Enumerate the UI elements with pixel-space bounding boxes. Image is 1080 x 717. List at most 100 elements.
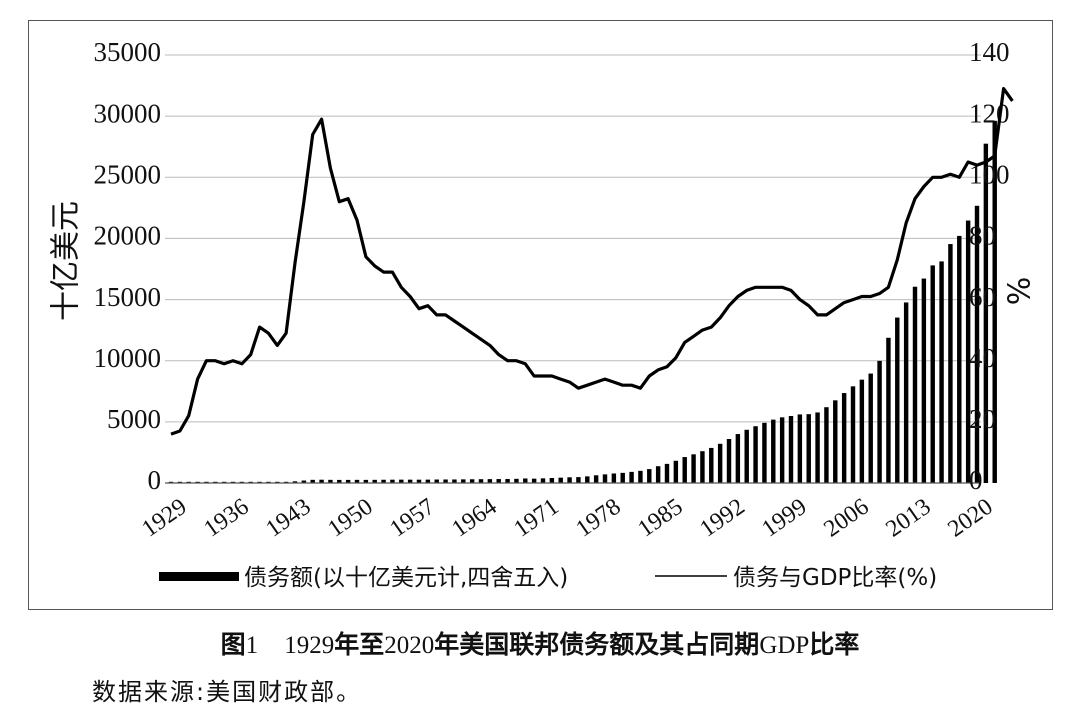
x-tick: 1950: [323, 494, 377, 543]
debt-bar: [372, 479, 377, 483]
caption-mid: 年至: [334, 630, 385, 659]
debt-bar: [452, 479, 457, 483]
y-tick-left: 0: [148, 465, 162, 495]
debt-bar: [788, 416, 794, 483]
debt-bar: [868, 373, 873, 483]
caption-year-from: 1929: [284, 632, 335, 659]
debt-bar: [638, 470, 643, 483]
debt-bar: [576, 477, 581, 483]
debt-bar: [753, 426, 758, 483]
debt-bar: [833, 400, 838, 483]
debt-bar: [328, 479, 333, 483]
debt-bar: [948, 244, 953, 483]
debt-bar: [682, 457, 687, 483]
source-note: 数据来源:美国财政部。: [92, 678, 363, 706]
debt-bar: [487, 479, 493, 483]
debt-bar: [523, 478, 528, 483]
debt-bar: [567, 477, 572, 483]
debt-bar: [859, 379, 865, 483]
y-tick-left: 5000: [107, 404, 161, 434]
debt-bar: [726, 439, 732, 483]
debt-bar: [337, 479, 342, 483]
debt-bar: [531, 478, 537, 483]
x-tick: 1985: [633, 494, 687, 543]
debt-bar: [762, 422, 767, 483]
debt-bar: [540, 478, 546, 483]
y-tick-right: 120: [969, 98, 1010, 128]
x-tick: 2013: [881, 494, 935, 543]
caption-year-to: 2020: [384, 632, 435, 659]
debt-bar: [593, 475, 599, 483]
debt-bar: [620, 472, 625, 483]
y-tick-left: 30000: [94, 98, 162, 128]
debt-bar: [815, 412, 820, 483]
caption-text: 年美国联邦债务额及其占同期: [434, 630, 760, 659]
debt-bar: [345, 479, 351, 483]
legend-bar-swatch: [159, 572, 239, 581]
debt-bar: [558, 477, 563, 483]
debt-bar: [992, 120, 997, 483]
y-tick-right: 80: [969, 221, 996, 251]
y-tick-right: 20: [969, 404, 996, 434]
debt-bar: [549, 478, 555, 483]
y-tick-right: 60: [969, 282, 996, 312]
debt-bar: [354, 479, 360, 483]
x-tick: 1936: [199, 494, 253, 543]
debt-bar: [319, 479, 324, 483]
figure-caption: 图1 1929年至2020年美国联邦债务额及其占同期GDP比率: [0, 625, 1080, 661]
debt-bar: [779, 417, 785, 483]
debt-bar: [895, 317, 900, 483]
debt-bar: [443, 479, 448, 483]
debt-bar: [381, 479, 386, 483]
debt-bar: [461, 479, 466, 483]
legend-line-label: 债务与GDP比率(%): [733, 565, 937, 591]
debt-bar: [921, 278, 927, 483]
debt-bar: [744, 429, 749, 483]
debt-bar: [797, 414, 803, 483]
debt-bar: [505, 478, 510, 483]
debt-bar: [806, 414, 811, 483]
debt-bar: [611, 473, 617, 483]
debt-bar: [416, 479, 422, 483]
debt-bar: [399, 479, 404, 483]
x-tick: 1929: [137, 494, 191, 543]
legend-bar-label: 债务额(以十亿美元计,四舍五入): [244, 565, 568, 591]
y-tick-right: 140: [969, 37, 1010, 67]
caption-prefix: 图: [220, 630, 246, 659]
debt-bar: [469, 479, 475, 483]
debt-bar: [824, 407, 829, 483]
debt-bar: [709, 447, 714, 483]
x-tick: 1999: [757, 494, 811, 543]
debt-bar: [912, 286, 918, 483]
y-axis-right-title: %: [1003, 277, 1038, 306]
y-tick-left: 15000: [94, 282, 162, 312]
debt-bar: [974, 205, 980, 483]
y-tick-left: 35000: [94, 37, 162, 67]
debt-bar: [478, 479, 484, 483]
debt-bar: [841, 393, 847, 483]
debt-bar: [965, 220, 971, 483]
debt-bar: [735, 434, 741, 483]
x-tick: 1964: [447, 494, 501, 543]
x-tick: 2020: [943, 494, 997, 543]
debt-bar: [585, 476, 590, 483]
debt-bar: [496, 479, 501, 483]
y-tick-right: 40: [969, 343, 996, 373]
debt-bar: [434, 479, 439, 483]
debt-bar: [983, 143, 989, 483]
debt-bar: [301, 480, 307, 483]
debt-bar: [292, 481, 298, 483]
x-tick: 2006: [819, 494, 873, 543]
debt-bar: [886, 337, 891, 483]
debt-bar: [717, 443, 723, 483]
debt-bar: [602, 474, 608, 483]
debt-bar: [629, 471, 634, 483]
debt-bar: [655, 466, 661, 483]
y-axis-left-title: 十亿美元: [49, 201, 84, 321]
debt-bar: [903, 302, 909, 483]
debt-bar: [939, 261, 944, 483]
debt-bar: [673, 460, 679, 483]
x-tick: 1971: [509, 494, 563, 543]
debt-bar: [363, 479, 369, 483]
y-tick-left: 25000: [94, 159, 162, 189]
